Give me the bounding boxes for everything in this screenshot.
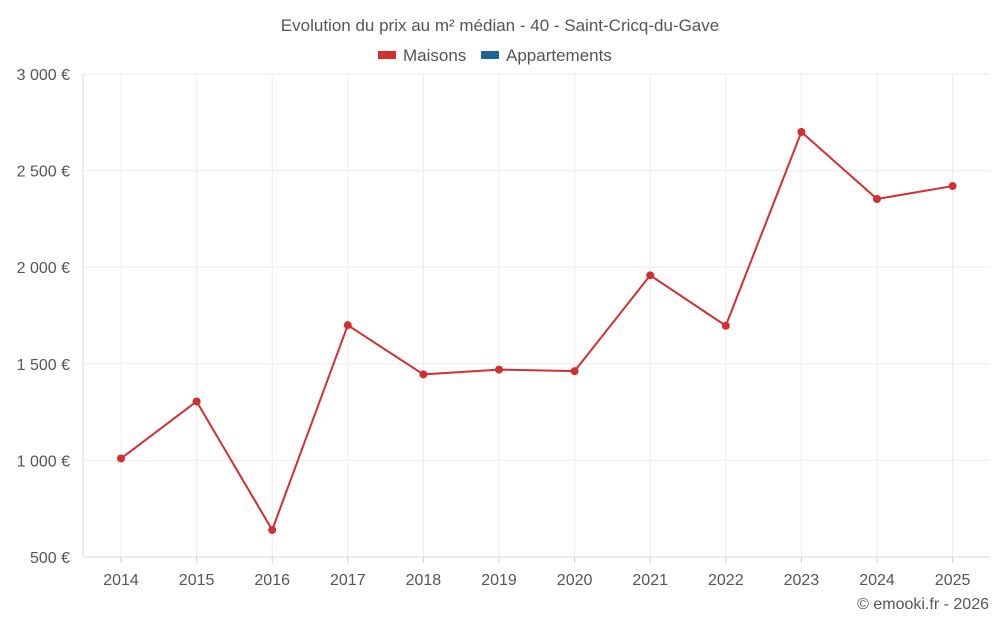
data-point[interactable] [570, 367, 579, 376]
data-point[interactable] [343, 321, 352, 330]
x-tick-label: 2025 [935, 572, 971, 589]
y-tick-label: 1 500 € [17, 357, 70, 374]
x-tick-label: 2020 [557, 572, 593, 589]
x-tick-label: 2024 [859, 572, 895, 589]
data-point[interactable] [873, 195, 881, 204]
data-point[interactable] [797, 127, 806, 136]
data-point[interactable] [721, 321, 730, 330]
legend-swatch-maisons [378, 51, 396, 59]
legend-item-appartements[interactable]: Appartements [481, 46, 612, 65]
x-tick-label: 2021 [632, 572, 668, 589]
x-tick-label: 2014 [103, 572, 139, 589]
x-tick-label: 2022 [708, 572, 744, 589]
data-point[interactable] [117, 454, 125, 463]
legend-label-maisons: Maisons [403, 46, 466, 65]
y-tick-label: 2 000 € [17, 260, 70, 277]
y-tick-label: 1 000 € [17, 453, 70, 470]
legend-label-appartements: Appartements [506, 46, 612, 65]
data-point[interactable] [495, 365, 503, 374]
x-tick-label: 2023 [784, 572, 820, 589]
y-tick-label: 2 500 € [17, 164, 70, 181]
x-tick-label: 2019 [481, 572, 517, 589]
data-point[interactable] [268, 525, 277, 534]
x-tick-label: 2017 [330, 572, 366, 589]
x-tick-label: 2016 [254, 572, 290, 589]
legend: Maisons Appartements [378, 46, 612, 65]
x-tick-label: 2015 [179, 572, 215, 589]
y-tick-label: 3 000 € [17, 67, 70, 84]
y-tick-label: 500 € [30, 550, 70, 567]
credit-text: © emooki.fr - 2026 [857, 596, 989, 613]
x-tick-label: 2018 [406, 572, 442, 589]
axes: 500 € 1 000 € 1 500 € 2 000 € 2 500 € 3 000 €… [17, 67, 990, 589]
data-point[interactable] [948, 182, 957, 191]
legend-swatch-appartements [481, 51, 499, 59]
data-point[interactable] [192, 397, 201, 406]
data-point[interactable] [419, 370, 428, 379]
data-point[interactable] [646, 271, 655, 280]
series-line-maisons [120, 130, 953, 531]
chart-title: Evolution du prix au m² médian - 40 - Sa… [281, 16, 719, 35]
series [117, 127, 957, 534]
grid [83, 73, 990, 557]
legend-item-maisons[interactable]: Maisons [378, 46, 466, 65]
